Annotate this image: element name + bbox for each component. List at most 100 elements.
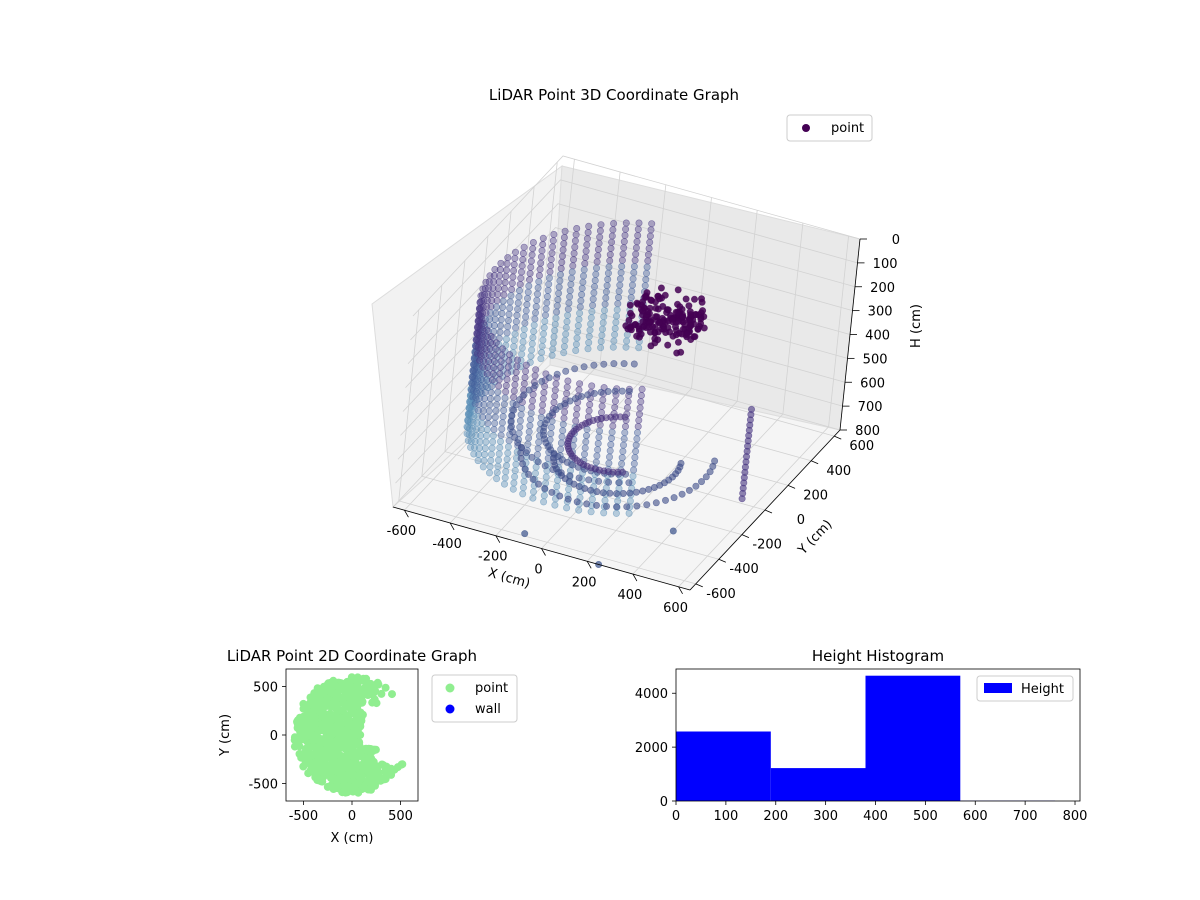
- point-3d: [599, 489, 607, 497]
- point-2d: [333, 744, 341, 753]
- point-3d: [699, 307, 707, 315]
- point-3d: [632, 250, 640, 258]
- point-2d: [388, 690, 396, 699]
- point-3d: [519, 338, 527, 346]
- point-3d: [601, 300, 609, 308]
- point-3d: [579, 278, 587, 286]
- point-3d: [595, 433, 603, 441]
- z-tick-label-3d: 800: [855, 424, 880, 439]
- point-3d: [526, 269, 534, 277]
- point-3d: [539, 395, 547, 403]
- point-3d: [526, 415, 534, 423]
- point-2d: [339, 699, 348, 708]
- ticks-2d: -500 0 500 -500 0 500: [248, 680, 412, 824]
- point-3d: [629, 275, 637, 283]
- point-3d: [593, 452, 601, 460]
- point-3d: [655, 295, 663, 303]
- point-3d: [488, 382, 496, 390]
- point-3d: [502, 388, 510, 396]
- point-3d: [572, 417, 580, 425]
- point-3d: [661, 291, 669, 299]
- point-3d: [494, 456, 502, 464]
- point-3d: [562, 324, 570, 332]
- point-3d: [499, 303, 507, 311]
- point-3d: [496, 437, 504, 445]
- point-3d: [575, 474, 583, 482]
- y-tick-label-3d: 600: [849, 439, 874, 454]
- point-3d: [512, 324, 520, 332]
- point-3d: [495, 450, 503, 458]
- point-2d: [351, 682, 360, 691]
- point-3d: [479, 319, 487, 327]
- point-3d: [584, 345, 592, 353]
- point-3d: [635, 344, 643, 352]
- y-tick-label-2d: 500: [253, 680, 278, 695]
- point-3d: [514, 305, 522, 313]
- point-3d: [558, 258, 566, 266]
- point-3d: [635, 416, 643, 424]
- point-3d: [552, 314, 560, 322]
- y-tick-label-2d: 0: [270, 729, 278, 744]
- point-3d: [647, 296, 655, 304]
- point-3d: [620, 244, 628, 252]
- x-tick-label-histogram: 600: [963, 809, 988, 824]
- point-3d: [571, 365, 579, 373]
- point-3d: [597, 337, 605, 345]
- point-2d: [346, 694, 355, 703]
- point-3d: [543, 299, 551, 307]
- y-tick-label-3d: -400: [729, 562, 759, 577]
- point-3d: [615, 479, 623, 487]
- point-3d: [613, 490, 621, 498]
- point-3d: [612, 509, 620, 517]
- point-3d: [561, 408, 569, 416]
- legend-3d-label: point: [831, 121, 864, 136]
- grid-h-line: [407, 203, 856, 365]
- point-3d: [489, 438, 497, 446]
- point-3d: [508, 285, 516, 293]
- point-2d: [364, 744, 373, 753]
- point-3d: [565, 485, 573, 493]
- point-3d: [555, 283, 563, 291]
- point-3d: [592, 501, 600, 509]
- point-3d: [513, 311, 521, 319]
- point-3d: [634, 232, 642, 240]
- point-3d: [511, 330, 519, 338]
- point-3d: [618, 256, 626, 264]
- point-3d: [577, 297, 585, 305]
- point-3d: [602, 502, 610, 510]
- point-3d: [576, 380, 584, 388]
- point-3d: [510, 479, 518, 487]
- point-3d: [504, 443, 512, 451]
- point-3d: [527, 263, 535, 271]
- point-3d: [547, 255, 555, 263]
- point-3d: [648, 220, 656, 228]
- point-3d: [520, 477, 528, 485]
- point-3d: [556, 277, 564, 285]
- point-3d: [510, 342, 518, 350]
- point-3d: [540, 324, 548, 332]
- point-3d: [535, 438, 543, 446]
- z-tick-label-3d: 0: [892, 233, 900, 248]
- point-3d: [481, 450, 489, 458]
- point-3d: [525, 470, 533, 478]
- point-3d: [496, 328, 504, 336]
- point-3d: [601, 496, 609, 504]
- point-3d: [702, 473, 710, 481]
- point-3d: [547, 430, 555, 438]
- point-3d: [550, 231, 558, 239]
- point-3d: [477, 312, 485, 320]
- point-2d: [344, 681, 353, 690]
- point-3d: [504, 316, 512, 324]
- point-3d: [513, 362, 521, 370]
- point-2d: [374, 680, 383, 689]
- point-3d: [606, 257, 614, 265]
- point-3d: [609, 226, 617, 234]
- point-3d: [550, 333, 558, 341]
- point-3d: [498, 425, 506, 433]
- point-2d: [373, 762, 382, 771]
- z-tick-label-3d: 200: [870, 281, 895, 296]
- point-3d: [661, 496, 669, 504]
- point-3d: [566, 287, 574, 295]
- point-3d: [564, 377, 572, 385]
- point-3d: [515, 287, 523, 295]
